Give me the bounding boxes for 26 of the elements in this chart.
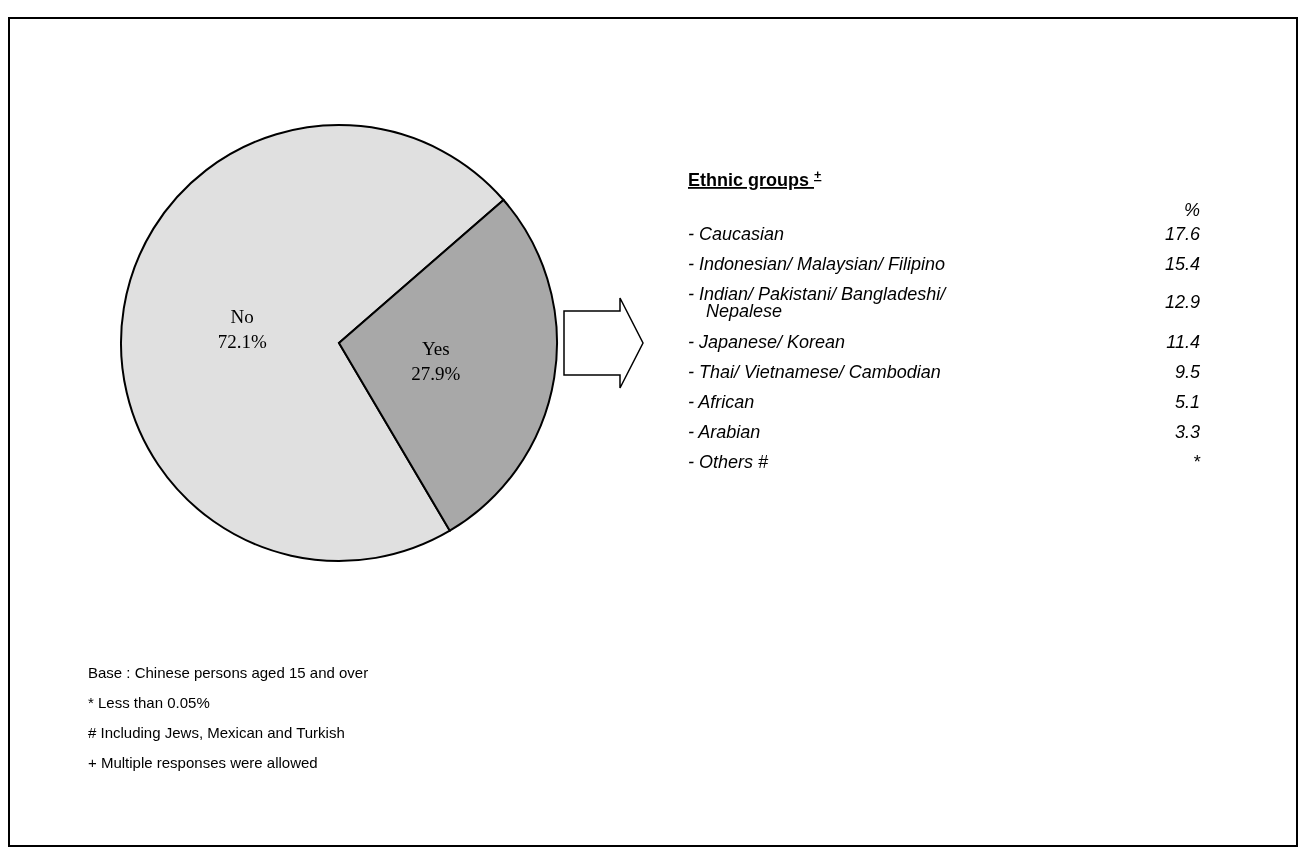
category-label: - Indonesian/ Malaysian/ Filipino <box>688 254 946 274</box>
category-label: - Others # <box>688 452 770 472</box>
text: 12.9 <box>1164 292 1200 312</box>
category-label: - Caucasian <box>688 224 785 244</box>
text: Ethnic groups $^{+}$ <box>688 168 822 190</box>
text: * <box>1192 452 1200 472</box>
category-label: - African <box>688 392 755 412</box>
text: * Less than 0.05% <box>88 694 210 711</box>
text: 9.5 <box>1174 362 1200 382</box>
category-label: - Indian/ Pakistani/ Bangladeshi/ Nepalese <box>688 284 948 321</box>
text: 11.4 <box>1166 332 1200 352</box>
data-label: 72.1% <box>217 331 267 353</box>
slice-label: Yes <box>422 337 450 359</box>
category-label: - Japanese/ Korean <box>688 332 846 352</box>
text: 3.3 <box>1174 422 1200 442</box>
text: # Including Jews, Mexican and Turkish <box>88 724 345 741</box>
slice-label: No <box>230 306 254 328</box>
text: 15.4 <box>1164 254 1200 274</box>
data-label: 27.9% <box>411 362 461 384</box>
text: Base : Chinese persons aged 15 and over <box>88 664 369 681</box>
text: 5.1 <box>1174 392 1200 412</box>
text: 17.6 <box>1164 224 1200 244</box>
text: % <box>1183 200 1200 220</box>
category-label: - Arabian <box>688 422 761 442</box>
text: + Multiple responses were allowed <box>88 754 318 771</box>
category-label: - Thai/ Vietnamese/ Cambodian <box>688 362 941 382</box>
